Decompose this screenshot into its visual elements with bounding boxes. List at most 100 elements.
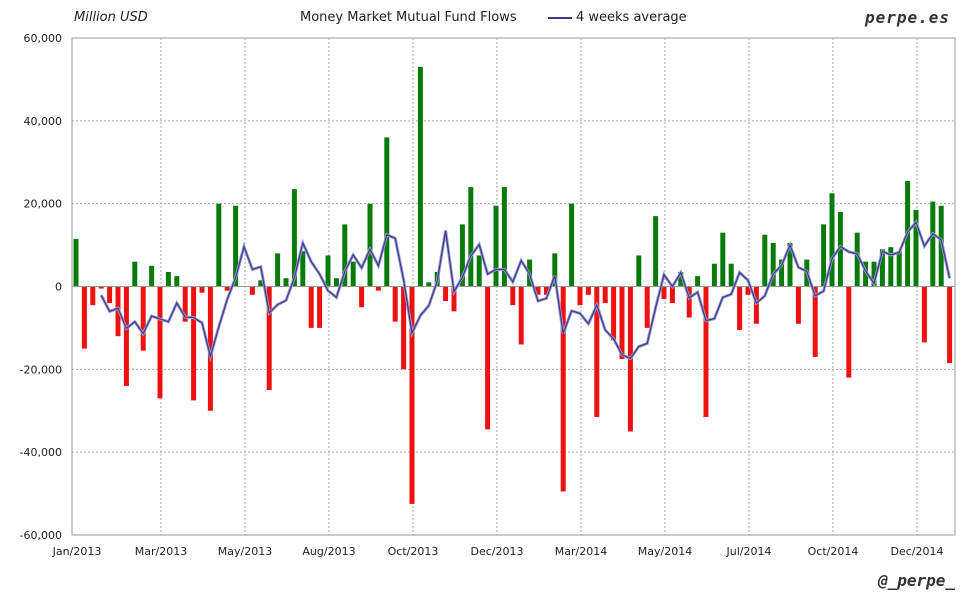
y-tick-label: 40,000 — [24, 115, 63, 128]
bar — [350, 261, 356, 287]
bar — [384, 137, 390, 287]
bar — [543, 286, 549, 295]
bar — [417, 66, 423, 287]
x-tick-label: Mar/2014 — [555, 545, 607, 558]
y-tick-label: -60,000 — [20, 529, 62, 542]
bar — [300, 251, 306, 287]
bar — [921, 286, 927, 343]
bar — [451, 286, 457, 312]
bar — [308, 286, 314, 328]
bar — [409, 286, 415, 504]
bar — [199, 286, 205, 293]
bar — [367, 203, 373, 287]
brand-logo: perpe.es — [864, 8, 950, 27]
bar — [711, 263, 717, 287]
bar — [795, 286, 801, 324]
bar — [569, 203, 575, 287]
bar — [342, 224, 348, 287]
bar — [669, 286, 675, 304]
bar — [459, 224, 465, 287]
bar — [123, 286, 129, 386]
bar — [552, 253, 558, 287]
x-tick-label: May/2014 — [638, 545, 692, 558]
bar — [165, 272, 171, 287]
bar — [426, 282, 432, 287]
legend-line-swatch — [548, 16, 572, 19]
bar — [510, 286, 516, 306]
y-tick-label: 60,000 — [24, 32, 63, 45]
bar — [275, 253, 281, 287]
bar — [333, 278, 339, 287]
bar — [493, 205, 499, 287]
bar — [98, 286, 104, 289]
bar — [871, 261, 877, 287]
y-tick-label: -40,000 — [20, 446, 62, 459]
bar — [644, 286, 650, 328]
bar — [846, 286, 852, 378]
bar — [375, 286, 381, 291]
bar — [401, 286, 407, 370]
bar — [476, 255, 482, 287]
bar — [140, 286, 146, 351]
bar — [745, 286, 751, 295]
bar — [930, 201, 936, 287]
x-tick-label: Oct/2014 — [808, 545, 859, 558]
bar — [678, 272, 684, 287]
bar — [888, 247, 894, 287]
x-tick-label: May/2013 — [218, 545, 272, 558]
bar — [737, 286, 743, 330]
bar — [233, 205, 239, 287]
bar — [258, 280, 264, 287]
legend: 4 weeks average — [548, 10, 687, 25]
bar — [779, 259, 785, 287]
x-tick-label: Dec/2014 — [891, 545, 944, 558]
bar — [392, 286, 398, 322]
bar — [947, 286, 953, 364]
bar — [863, 261, 869, 287]
bar — [686, 286, 692, 318]
y-unit-label: Million USD — [74, 10, 148, 25]
bar — [762, 234, 768, 287]
bar — [821, 224, 827, 287]
bar — [317, 286, 323, 328]
chart-title: Money Market Mutual Fund Flows — [300, 10, 517, 25]
y-tick-label: 0 — [55, 281, 62, 294]
bar — [695, 276, 701, 287]
bar — [325, 255, 331, 287]
bar — [879, 249, 885, 287]
bar — [443, 286, 449, 301]
y-tick-label: 20,000 — [24, 198, 63, 211]
bar — [207, 286, 213, 411]
x-tick-label: Mar/2013 — [135, 545, 187, 558]
bar — [149, 265, 155, 287]
bar — [577, 286, 583, 306]
bar — [854, 232, 860, 287]
bar — [182, 286, 188, 322]
y-tick-label: -20,000 — [20, 363, 62, 376]
bar — [157, 286, 163, 399]
x-tick-label: Dec/2013 — [471, 545, 524, 558]
bar — [560, 286, 566, 492]
bar — [703, 286, 709, 417]
bar — [535, 286, 541, 295]
average-line — [100, 221, 951, 360]
x-tick-label: Jan/2013 — [52, 545, 102, 558]
bar — [611, 286, 617, 341]
bar — [132, 261, 138, 287]
bar — [501, 187, 507, 287]
bar — [770, 243, 776, 287]
bar — [728, 263, 734, 287]
bar — [602, 286, 608, 304]
bar — [73, 238, 79, 287]
bar — [216, 203, 222, 287]
bar — [191, 286, 197, 401]
x-tick-label: Jul/2014 — [726, 545, 772, 558]
bar — [359, 286, 365, 308]
bar — [283, 278, 289, 287]
bar — [468, 187, 474, 287]
bar — [636, 255, 642, 287]
bar — [90, 286, 96, 306]
bar — [619, 286, 625, 359]
